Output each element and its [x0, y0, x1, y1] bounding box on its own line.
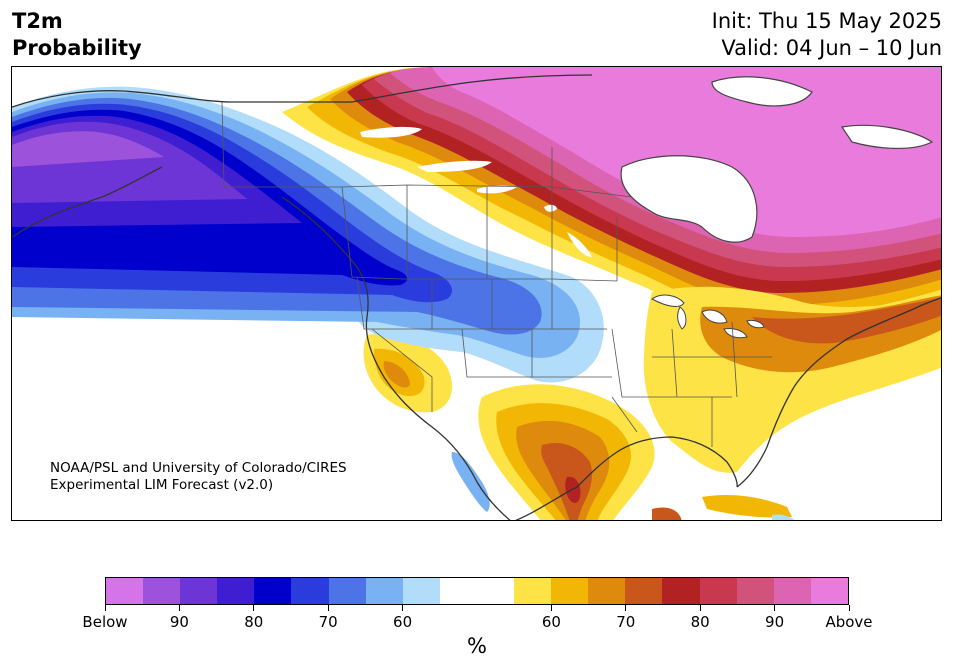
colorbar-tick — [550, 605, 552, 611]
colorbar-tick — [178, 605, 180, 611]
colorbar-below-segment — [402, 578, 440, 604]
colorbar-below-segment — [328, 578, 366, 604]
colorbar-above-segment — [736, 578, 774, 604]
colorbar-tick — [253, 605, 255, 611]
forecast-dates: Init: Thu 15 May 2025 Valid: 04 Jun – 10… — [712, 8, 942, 62]
colorbar-above-segment — [588, 578, 626, 604]
colorbar-above-segment — [551, 578, 589, 604]
below-normal-field — [12, 86, 795, 520]
data-credit: NOAA/PSL and University of Colorado/CIRE… — [50, 460, 347, 494]
colorbar-below-segment — [106, 578, 144, 604]
colorbar-tick — [774, 605, 776, 611]
colorbar-below-segment — [143, 578, 181, 604]
colorbar-tick-label: 70 — [318, 613, 338, 631]
colorbar-below-segment — [180, 578, 218, 604]
colorbar-tick-label: 80 — [244, 613, 264, 631]
colorbar-tick-label: 60 — [393, 613, 413, 631]
init-date: Init: Thu 15 May 2025 — [711, 9, 942, 33]
colorbar-neutral-segment — [439, 578, 515, 604]
colorbar-tick — [104, 605, 106, 611]
title-line-1: T2m — [12, 9, 63, 33]
probability-map — [12, 67, 941, 520]
colorbar-tick-label: 80 — [690, 613, 710, 631]
colorbar-tick-label: 90 — [765, 613, 785, 631]
map-panel: NOAA/PSL and University of Colorado/CIRE… — [11, 66, 942, 521]
colorbar-tick-label: Below — [82, 613, 128, 631]
colorbar-units: % — [467, 634, 487, 658]
colorbar-tick — [625, 605, 627, 611]
colorbar-above-segment — [514, 578, 552, 604]
colorbar-tick-label: 70 — [616, 613, 636, 631]
map-title: T2m Probability — [12, 8, 142, 62]
colorbar-above-segment — [699, 578, 737, 604]
hudson-bay — [620, 76, 934, 243]
colorbar-below-segment — [365, 578, 403, 604]
colorbar-tick-label: 90 — [169, 613, 189, 631]
colorbar-tick — [848, 605, 850, 611]
colorbar-below-segment — [217, 578, 255, 604]
credit-line-2: Experimental LIM Forecast (v2.0) — [50, 477, 274, 493]
colorbar-above-segment — [773, 578, 811, 604]
coastlines — [12, 74, 941, 520]
colorbar-tick — [402, 605, 404, 611]
state-province-borders — [221, 101, 772, 447]
colorbar-above-segment — [810, 578, 848, 604]
credit-line-1: NOAA/PSL and University of Colorado/CIRE… — [50, 460, 347, 476]
colorbar-tick — [699, 605, 701, 611]
colorbar-tick-label: Above — [825, 613, 873, 631]
colorbar-below-segment — [291, 578, 329, 604]
valid-date: Valid: 04 Jun – 10 Jun — [721, 36, 942, 60]
colorbar-above-segment — [662, 578, 700, 604]
colorbar-tick — [327, 605, 329, 611]
colorbar-above-segment — [625, 578, 663, 604]
colorbar — [105, 577, 849, 605]
lakes — [651, 294, 765, 339]
colorbar-below-segment — [254, 578, 292, 604]
title-line-2: Probability — [12, 36, 142, 60]
colorbar-tick-label: 60 — [541, 613, 561, 631]
